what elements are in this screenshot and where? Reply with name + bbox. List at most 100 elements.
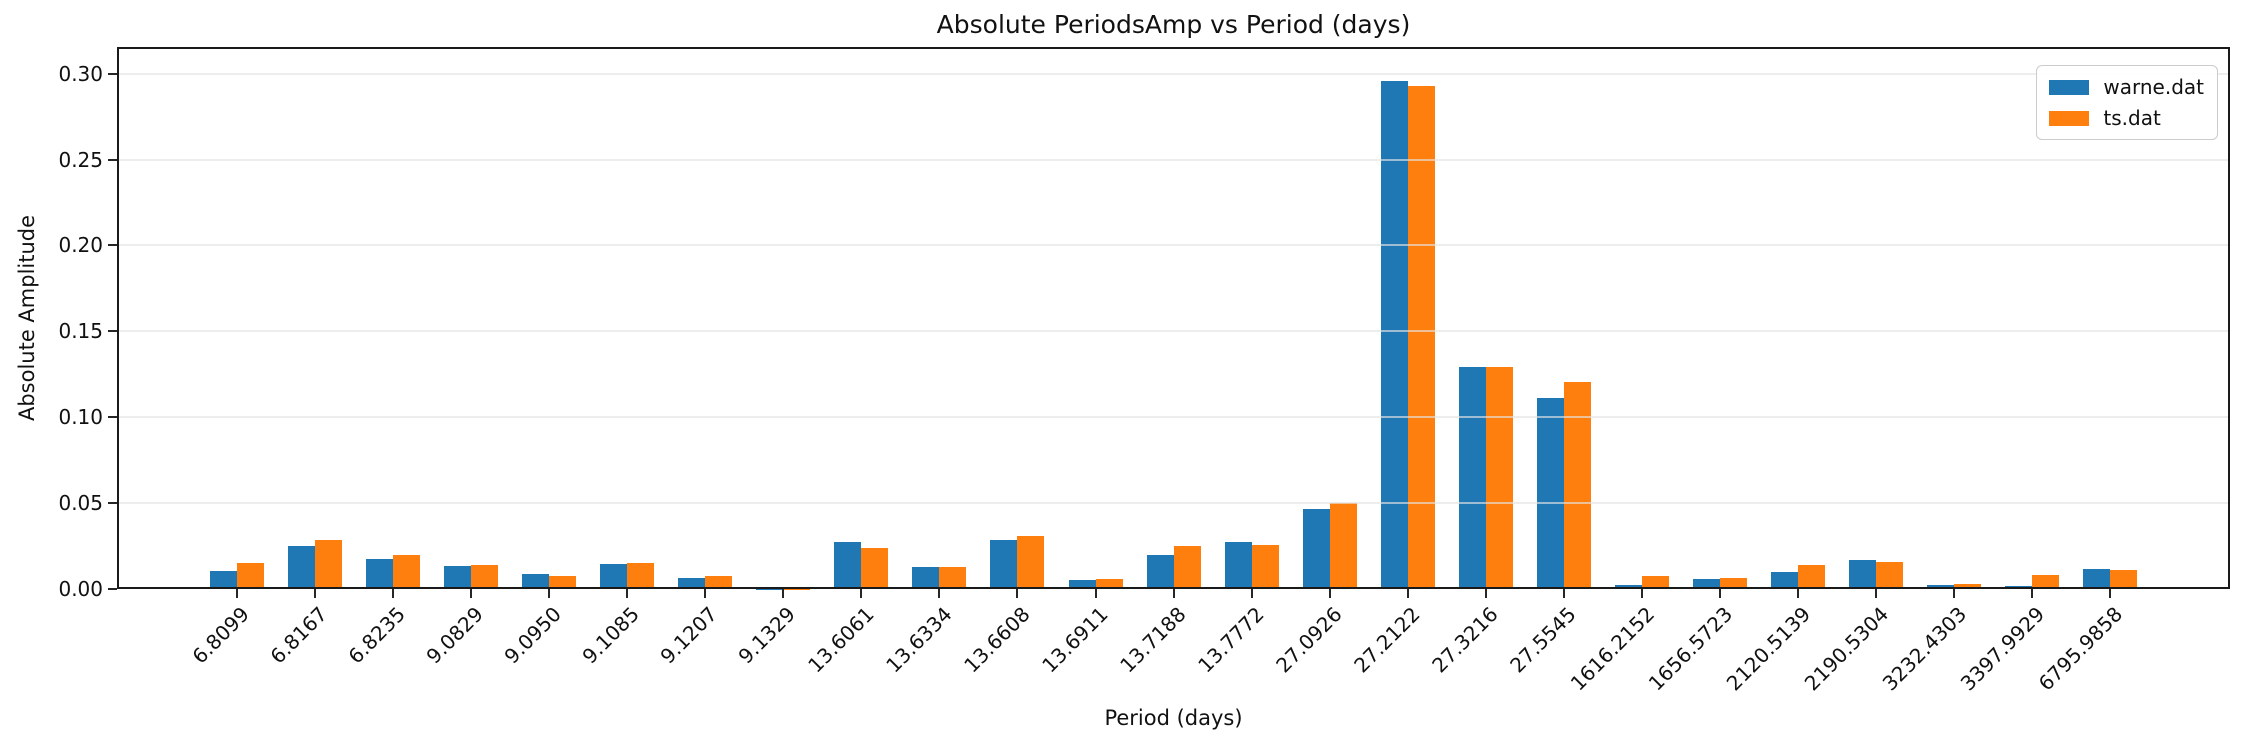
bar-group: 13.6061 [803, 47, 900, 677]
bar-warne-dat [990, 540, 1018, 589]
bar-warne-dat [210, 570, 238, 589]
x-tick-mark [1718, 589, 1721, 598]
bar-group: 6.8235 [344, 47, 432, 668]
bar-warne-dat [678, 577, 706, 589]
bar-ts-dat [705, 576, 733, 589]
x-tick-mark [1953, 589, 1956, 598]
bar-warne-dat [288, 545, 316, 589]
bar-group: 1656.5723 [1643, 47, 1759, 695]
x-tick-label: 2190.5304 [1799, 602, 1893, 696]
bar-groups: 6.8099 6.8167 6.8235 9.0829 9.0950 9.1085 9.12… [117, 47, 2230, 695]
x-tick-mark [1172, 589, 1175, 598]
x-tick-mark [470, 589, 473, 598]
bar-warne-dat [600, 563, 628, 589]
bar-warne-dat [834, 542, 862, 589]
x-tick-label: 2120.5139 [1721, 602, 1815, 696]
gridline [117, 502, 2230, 505]
x-tick-mark [1406, 589, 1409, 598]
chart-title: Absolute PeriodsAmp vs Period (days) [936, 10, 1411, 39]
top-spine [117, 47, 2230, 49]
gridline [117, 330, 2230, 333]
x-tick-label: 3397.9929 [1955, 602, 2050, 696]
x-tick-label: 27.0926 [1271, 602, 1347, 678]
bar-warne-dat [444, 565, 472, 589]
y-tick-label: 0.25 [58, 147, 103, 172]
bar-group: 2120.5139 [1721, 47, 1837, 695]
bar-group: 27.3216 [1427, 47, 1525, 677]
bar-warne-dat [912, 566, 940, 589]
bar-group: 3232.4303 [1878, 47, 1993, 695]
y-tick-label: 0.00 [58, 577, 103, 601]
x-tick-label: 27.3216 [1427, 602, 1503, 678]
x-tick-mark [314, 589, 317, 598]
bar-group: 9.1207 [656, 47, 744, 668]
left-spine [117, 47, 119, 589]
legend: warne.dat ts.dat [2036, 65, 2218, 140]
bar-ts-dat [1719, 577, 1747, 589]
x-tick-mark [1562, 589, 1565, 598]
x-tick-label: 13.6061 [802, 602, 879, 678]
gridline [117, 244, 2230, 247]
bar-group: 9.0829 [422, 47, 510, 668]
bar-group: 9.1329 [734, 47, 822, 668]
bar-warne-dat [1536, 398, 1564, 589]
bar-group: 13.7772 [1193, 47, 1291, 677]
legend-item: warne.dat [2049, 75, 2204, 99]
y-axis-label: Absolute Amplitude [15, 214, 39, 422]
x-tick-mark [860, 589, 863, 598]
y-tick-label: 0.30 [58, 61, 103, 86]
bar-ts-dat [393, 554, 421, 589]
gridline [117, 158, 2230, 161]
bar-ts-dat [1173, 545, 1201, 589]
x-tick-mark [1328, 589, 1331, 598]
bar-warne-dat [1692, 579, 1720, 589]
legend-swatch-icon [2049, 79, 2090, 95]
x-tick-mark [1016, 589, 1019, 598]
bar-ts-dat [1876, 561, 1903, 589]
gridline [117, 416, 2230, 419]
x-tick-mark [2109, 589, 2112, 598]
bar-group: 13.6911 [1037, 47, 1135, 677]
x-tick-mark [1875, 589, 1877, 598]
bar-ts-dat [939, 566, 967, 589]
x-tick-mark [1796, 589, 1799, 598]
y-tick-mark [108, 416, 117, 419]
x-tick-mark [2031, 589, 2034, 598]
bar-warne-dat [2083, 569, 2111, 589]
x-tick-label: 13.7188 [1115, 602, 1191, 678]
x-tick-mark [626, 589, 629, 598]
y-tick-label: 0.20 [58, 233, 103, 258]
bar-group: 13.7188 [1115, 47, 1213, 677]
x-tick-label: 27.2122 [1349, 602, 1425, 678]
legend-item: ts.dat [2049, 106, 2204, 130]
x-tick-mark [782, 589, 785, 598]
x-tick-label: 9.1329 [733, 602, 801, 669]
bar-ts-dat [471, 565, 499, 589]
gridline [117, 72, 2230, 75]
legend-label: warne.dat [2103, 75, 2204, 99]
y-tick-mark [108, 502, 117, 505]
bar-ts-dat [861, 547, 889, 589]
plot-area: 0.00 0.05 0.10 0.15 0.20 0.25 0.30 6.8099 6.816… [58, 47, 2230, 695]
y-tick-label: 0.05 [58, 491, 103, 516]
bar-ts-dat [2110, 569, 2138, 589]
bar-ts-dat [1095, 578, 1123, 589]
x-tick-label: 9.0829 [421, 602, 489, 669]
x-tick-label: 13.6334 [880, 602, 957, 678]
bar-ts-dat [1797, 565, 1825, 589]
bar-warne-dat [366, 558, 394, 589]
bar-ts-dat [1329, 503, 1357, 589]
x-tick-mark [392, 589, 395, 598]
bar-warne-dat [522, 574, 550, 589]
bar-group: 27.0926 [1271, 47, 1369, 677]
y-tick-mark [108, 244, 117, 247]
legend-label: ts.dat [2103, 106, 2161, 130]
y-tick-label: 0.10 [58, 405, 103, 430]
x-tick-label: 1656.5723 [1643, 602, 1737, 696]
x-tick-mark [548, 589, 551, 598]
legend-swatch-icon [2049, 110, 2090, 126]
x-tick-label: 1616.2152 [1565, 602, 1659, 696]
x-axis-label: Period (days) [1104, 706, 1243, 730]
bar-ts-dat [237, 562, 265, 589]
bar-warne-dat [1927, 584, 1955, 589]
